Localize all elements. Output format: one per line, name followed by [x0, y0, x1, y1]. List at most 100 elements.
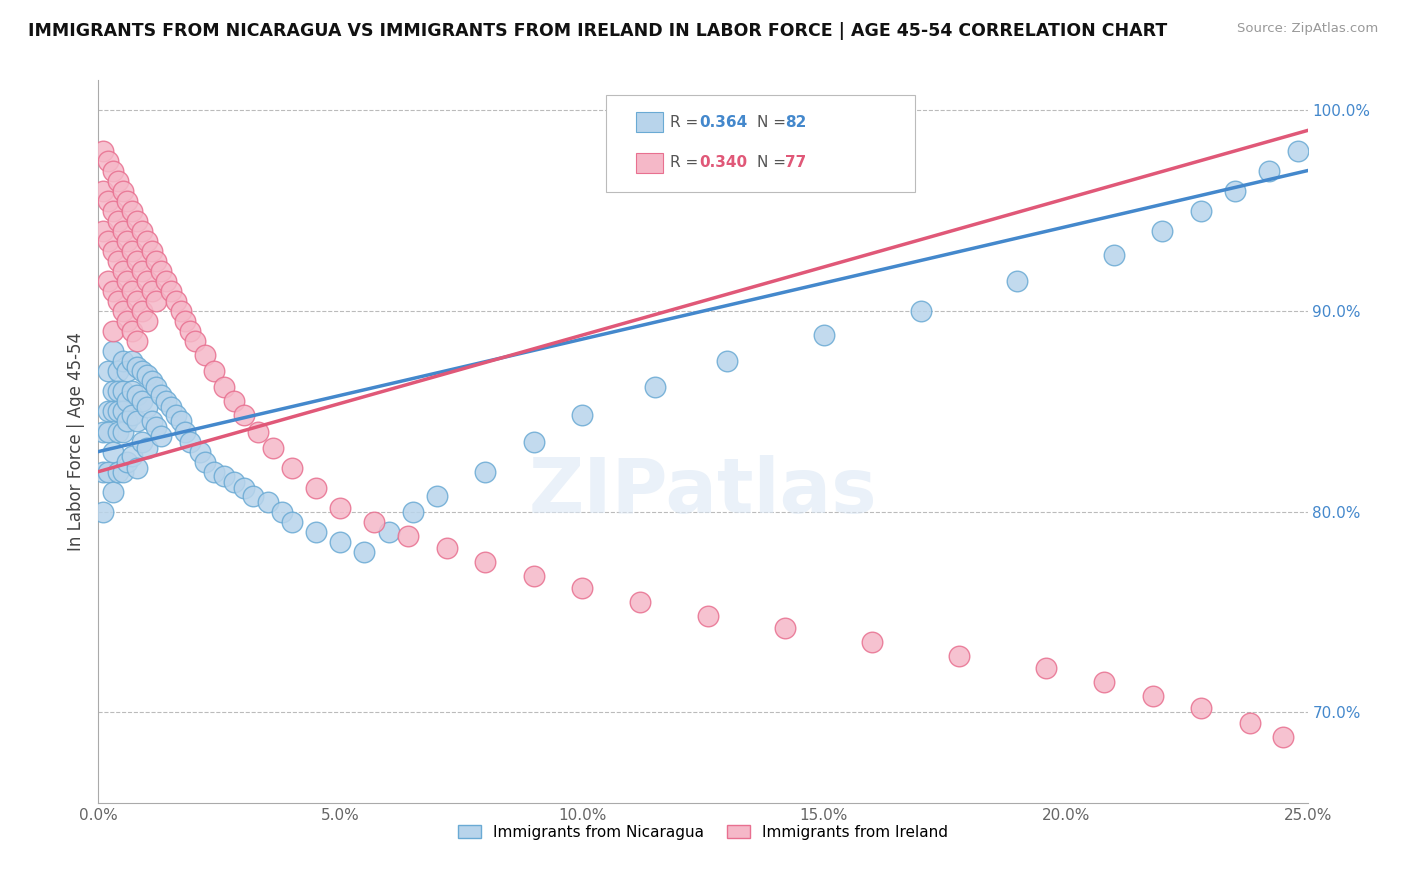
Point — [127, 460, 149, 475]
Point — [1189, 203, 1212, 218]
Y-axis label: In Labor Force | Age 45-54: In Labor Force | Age 45-54 — [66, 332, 84, 551]
Point — [141, 244, 163, 258]
Point — [101, 324, 124, 338]
Point — [813, 328, 835, 343]
Point — [436, 541, 458, 555]
Point — [91, 425, 114, 439]
Point — [117, 194, 139, 208]
Point — [107, 465, 129, 479]
Point — [353, 545, 375, 559]
Point — [127, 334, 149, 348]
Point — [131, 364, 153, 378]
Point — [204, 364, 226, 378]
Point — [131, 434, 153, 449]
Text: 0.364: 0.364 — [699, 115, 748, 129]
Point — [1239, 715, 1261, 730]
Point — [121, 244, 143, 258]
Point — [107, 364, 129, 378]
Point — [121, 449, 143, 463]
Point — [281, 460, 304, 475]
Point — [150, 428, 173, 442]
Point — [111, 465, 134, 479]
Point — [135, 314, 157, 328]
Point — [160, 284, 183, 298]
Point — [523, 434, 546, 449]
Point — [773, 621, 796, 635]
Point — [101, 163, 124, 178]
Point — [111, 404, 134, 418]
Point — [212, 380, 235, 394]
Point — [131, 304, 153, 318]
Point — [222, 394, 245, 409]
Point — [160, 401, 183, 415]
Point — [242, 489, 264, 503]
Point — [247, 425, 270, 439]
Text: 77: 77 — [785, 155, 807, 170]
Point — [101, 484, 124, 499]
Point — [150, 388, 173, 402]
Point — [1189, 701, 1212, 715]
Point — [111, 384, 134, 399]
Point — [101, 244, 124, 258]
Text: R =: R = — [671, 115, 703, 129]
Point — [111, 224, 134, 238]
Point — [716, 354, 738, 368]
Point — [117, 364, 139, 378]
Point — [97, 153, 120, 168]
Point — [948, 649, 970, 664]
Text: IMMIGRANTS FROM NICARAGUA VS IMMIGRANTS FROM IRELAND IN LABOR FORCE | AGE 45-54 : IMMIGRANTS FROM NICARAGUA VS IMMIGRANTS … — [28, 22, 1167, 40]
Point — [127, 388, 149, 402]
Point — [194, 348, 217, 362]
Point — [101, 384, 124, 399]
Point — [121, 409, 143, 423]
Point — [145, 253, 167, 268]
Point — [145, 420, 167, 434]
Point — [135, 274, 157, 288]
Point — [127, 293, 149, 308]
Point — [305, 481, 328, 495]
Point — [860, 635, 883, 649]
Point — [131, 224, 153, 238]
Point — [127, 414, 149, 429]
Point — [97, 404, 120, 418]
Point — [135, 368, 157, 383]
Point — [329, 500, 352, 515]
Point — [121, 354, 143, 368]
Point — [1286, 144, 1309, 158]
Point — [101, 444, 124, 458]
Point — [91, 184, 114, 198]
Point — [184, 334, 207, 348]
Point — [135, 234, 157, 248]
Point — [101, 404, 124, 418]
Bar — [637, 153, 664, 173]
Point — [111, 184, 134, 198]
Point — [107, 293, 129, 308]
Point — [1142, 690, 1164, 704]
Point — [1257, 163, 1279, 178]
Point — [696, 609, 718, 624]
Point — [150, 264, 173, 278]
Point — [107, 425, 129, 439]
Point — [121, 284, 143, 298]
Point — [644, 380, 666, 394]
Point — [523, 569, 546, 583]
Text: 82: 82 — [785, 115, 807, 129]
Point — [474, 465, 496, 479]
Legend: Immigrants from Nicaragua, Immigrants from Ireland: Immigrants from Nicaragua, Immigrants fr… — [451, 819, 955, 846]
Point — [1152, 224, 1174, 238]
Point — [329, 534, 352, 549]
Point — [1223, 184, 1246, 198]
Point — [1035, 661, 1057, 675]
Point — [571, 409, 593, 423]
Point — [179, 434, 201, 449]
Text: Source: ZipAtlas.com: Source: ZipAtlas.com — [1237, 22, 1378, 36]
Point — [155, 274, 177, 288]
Point — [169, 304, 191, 318]
Point — [155, 394, 177, 409]
Point — [101, 284, 124, 298]
Point — [402, 505, 425, 519]
Text: ZIPatlas: ZIPatlas — [529, 455, 877, 529]
Text: R =: R = — [671, 155, 703, 170]
Point — [91, 465, 114, 479]
Point — [145, 380, 167, 394]
